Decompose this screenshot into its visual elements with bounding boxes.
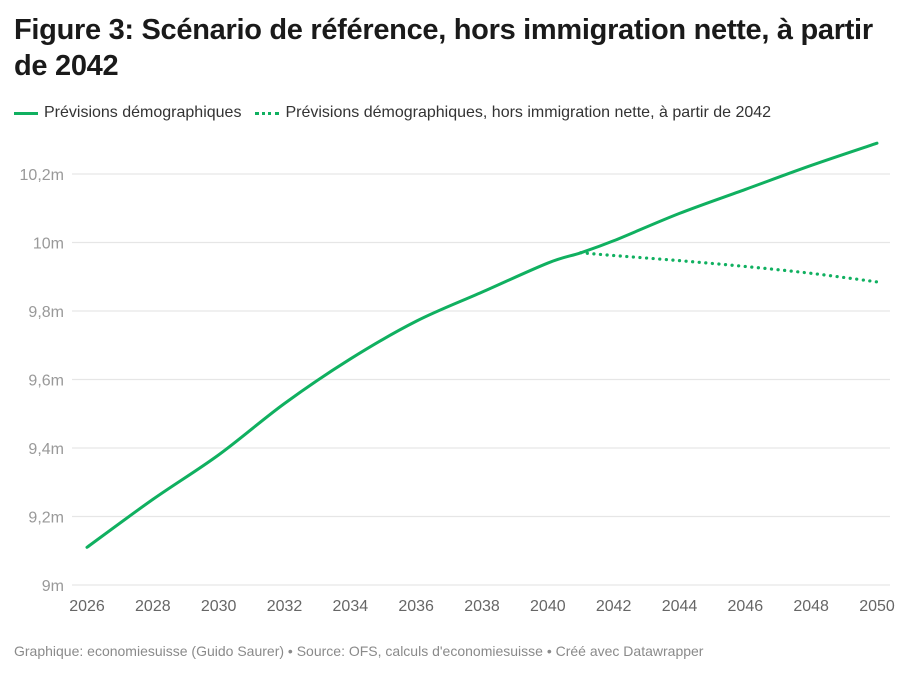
- legend-swatch-solid-icon: [14, 111, 38, 115]
- x-tick-label: 2050: [859, 598, 895, 615]
- chart-title: Figure 3: Scénario de référence, hors im…: [14, 14, 873, 82]
- legend: Prévisions démographiques Prévisions dém…: [14, 104, 785, 122]
- x-tick-label: 2038: [464, 598, 500, 615]
- y-tick-label: 10m: [33, 236, 64, 253]
- y-tick-label: 9,6m: [28, 373, 64, 390]
- y-tick-label: 9m: [42, 578, 64, 595]
- x-tick-label: 2028: [135, 598, 171, 615]
- series-lines: [85, 141, 879, 549]
- y-tick-label: 9,4m: [28, 441, 64, 458]
- y-axis-ticks: 9m 9,2m 9,4m 9,6m 9,8m 10m 10,2m: [20, 167, 64, 595]
- gridlines: [72, 173, 890, 586]
- y-tick-label: 9,8m: [28, 304, 64, 321]
- series-line-no-immigration: [579, 251, 879, 284]
- x-tick-label: 2040: [530, 598, 566, 615]
- y-tick-label: 10,2m: [20, 167, 64, 184]
- x-tick-label: 2026: [69, 598, 105, 615]
- legend-item-forecast: Prévisions démographiques: [14, 104, 241, 122]
- x-tick-label: 2048: [793, 598, 829, 615]
- series-line-forecast: [85, 141, 879, 549]
- x-tick-label: 2030: [201, 598, 237, 615]
- legend-swatch-dotted-icon: [255, 111, 280, 115]
- x-tick-label: 2036: [398, 598, 434, 615]
- x-tick-label: 2034: [333, 598, 369, 615]
- legend-label: Prévisions démographiques, hors immigrat…: [285, 104, 772, 121]
- legend-label: Prévisions démographiques: [44, 104, 242, 121]
- x-tick-label: 2044: [662, 598, 698, 615]
- y-tick-label: 9,2m: [28, 510, 64, 527]
- legend-item-no-immigration: Prévisions démographiques, hors immigrat…: [255, 104, 771, 122]
- chart-footer: Graphique: economiesuisse (Guido Saurer)…: [14, 643, 704, 659]
- x-tick-label: 2032: [267, 598, 303, 615]
- x-tick-label: 2042: [596, 598, 632, 615]
- x-tick-label: 2046: [728, 598, 764, 615]
- x-axis-ticks: 2026 2028 2030 2032 2034 2036 2038 2040 2042 2044…: [69, 598, 895, 615]
